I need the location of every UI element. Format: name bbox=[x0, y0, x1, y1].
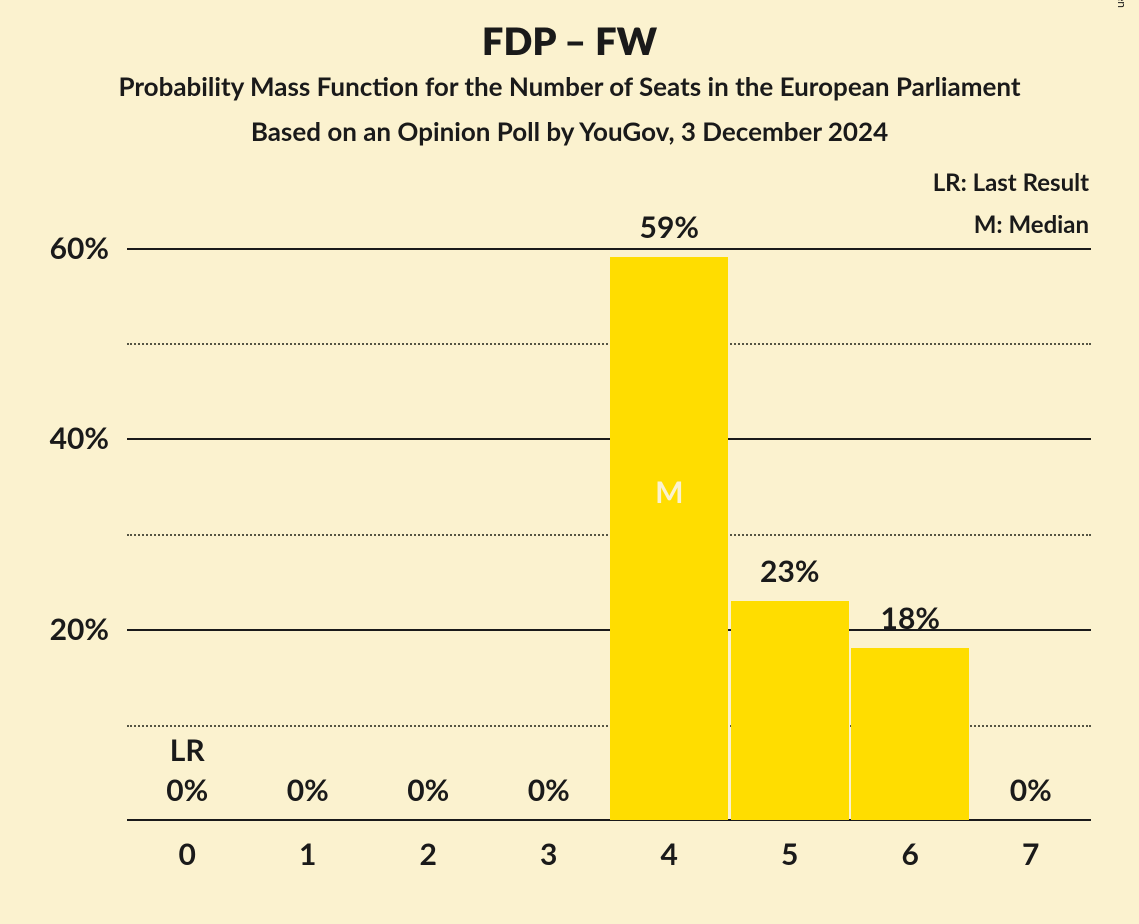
bar-value-label: 0% bbox=[1010, 772, 1052, 808]
gridline-major bbox=[127, 629, 1091, 631]
chart-container: FDP – FW Probability Mass Function for t… bbox=[0, 0, 1139, 924]
x-tick-label: 4 bbox=[661, 836, 678, 872]
bar bbox=[851, 648, 969, 820]
x-tick-label: 3 bbox=[540, 836, 557, 872]
x-tick-label: 5 bbox=[781, 836, 798, 872]
bar-value-label: 23% bbox=[760, 553, 819, 589]
plot-area: 0% LR 0% 0% 0% 59% M 23% 18% 0% bbox=[127, 200, 1091, 820]
median-marker: M bbox=[655, 474, 683, 510]
gridline-minor bbox=[127, 343, 1091, 345]
gridline-major bbox=[127, 438, 1091, 440]
x-tick-label: 7 bbox=[1022, 836, 1039, 872]
copyright-text: © 2024 Filip van Laenen bbox=[1115, 0, 1130, 8]
bar bbox=[731, 601, 849, 820]
last-result-marker: LR bbox=[170, 732, 205, 768]
gridline-minor bbox=[127, 534, 1091, 536]
bar-value-label: 0% bbox=[287, 772, 329, 808]
gridline-major bbox=[127, 248, 1091, 250]
x-tick-label: 6 bbox=[902, 836, 919, 872]
chart-subtitle-1: Probability Mass Function for the Number… bbox=[0, 70, 1139, 102]
bar-value-label: 0% bbox=[528, 772, 570, 808]
chart-title: FDP – FW bbox=[0, 18, 1139, 64]
bar bbox=[610, 257, 728, 820]
chart-subtitle-2: Based on an Opinion Poll by YouGov, 3 De… bbox=[0, 115, 1139, 147]
x-tick-label: 1 bbox=[299, 836, 316, 872]
legend-lr: LR: Last Result bbox=[933, 168, 1089, 197]
bar-value-label: 59% bbox=[640, 209, 699, 245]
x-tick-label: 0 bbox=[179, 836, 196, 872]
x-tick-label: 2 bbox=[420, 836, 437, 872]
bar-value-label: 0% bbox=[407, 772, 449, 808]
bar-value-label: 0% bbox=[166, 772, 208, 808]
bar-value-label: 18% bbox=[881, 600, 940, 636]
